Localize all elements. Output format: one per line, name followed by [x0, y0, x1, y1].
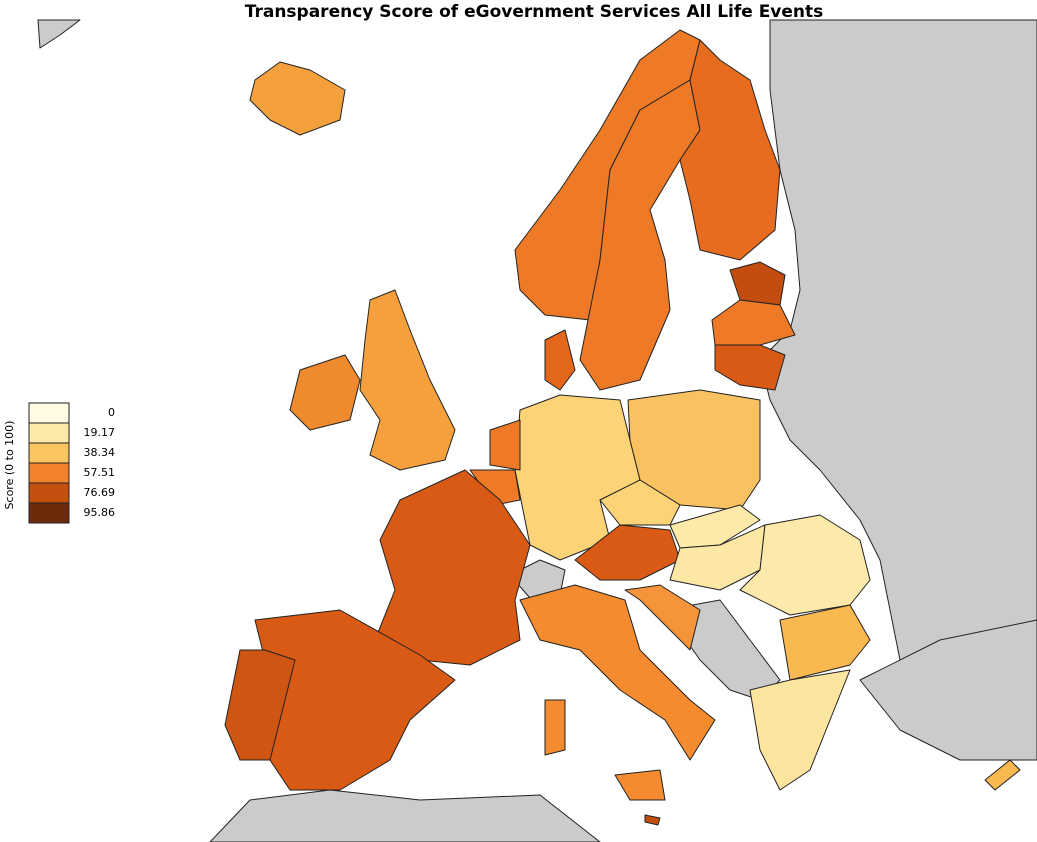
- turkey: [859, 619, 1037, 761]
- netherlands: [489, 419, 521, 471]
- sweden: [579, 79, 701, 391]
- malta: [644, 814, 661, 826]
- ireland: [289, 354, 361, 431]
- united-kingdom: [359, 289, 456, 471]
- eu-countries: [224, 29, 1021, 826]
- bulgaria: [779, 604, 871, 681]
- legend-swatch: [28, 482, 70, 504]
- legend-label: 76.69: [84, 486, 116, 499]
- legend-swatch: [28, 402, 70, 424]
- estonia: [729, 261, 786, 306]
- legend-swatch: [28, 422, 70, 444]
- finland: [679, 39, 781, 261]
- croatia-slovenia: [624, 584, 701, 651]
- lithuania: [714, 344, 786, 391]
- non-eu-land: [37, 19, 1037, 842]
- slovakia: [669, 504, 761, 549]
- north-africa: [209, 789, 601, 842]
- legend-swatch: [28, 442, 70, 464]
- legend-swatch: [28, 462, 70, 484]
- sardinia: [544, 699, 566, 756]
- legend: 0 19.17 38.34 57.51 76.69 95.86: [28, 402, 116, 524]
- greenland: [37, 19, 81, 49]
- legend-label: 19.17: [84, 426, 116, 439]
- france: [374, 469, 531, 666]
- czechia: [599, 479, 681, 526]
- legend-title: Score (0 to 100): [3, 421, 16, 510]
- sicily: [614, 769, 666, 801]
- legend-label: 0: [108, 406, 115, 419]
- legend-swatch: [28, 502, 70, 524]
- portugal: [224, 649, 296, 761]
- legend-label: 38.34: [84, 446, 116, 459]
- iceland: [249, 61, 346, 136]
- italy: [519, 584, 716, 761]
- map-title: Transparency Score of eGovernment Servic…: [245, 2, 824, 22]
- greece: [749, 669, 851, 791]
- legend-label: 95.86: [84, 506, 116, 519]
- legend-label: 57.51: [84, 466, 116, 479]
- cyprus: [984, 759, 1021, 791]
- denmark: [544, 329, 576, 391]
